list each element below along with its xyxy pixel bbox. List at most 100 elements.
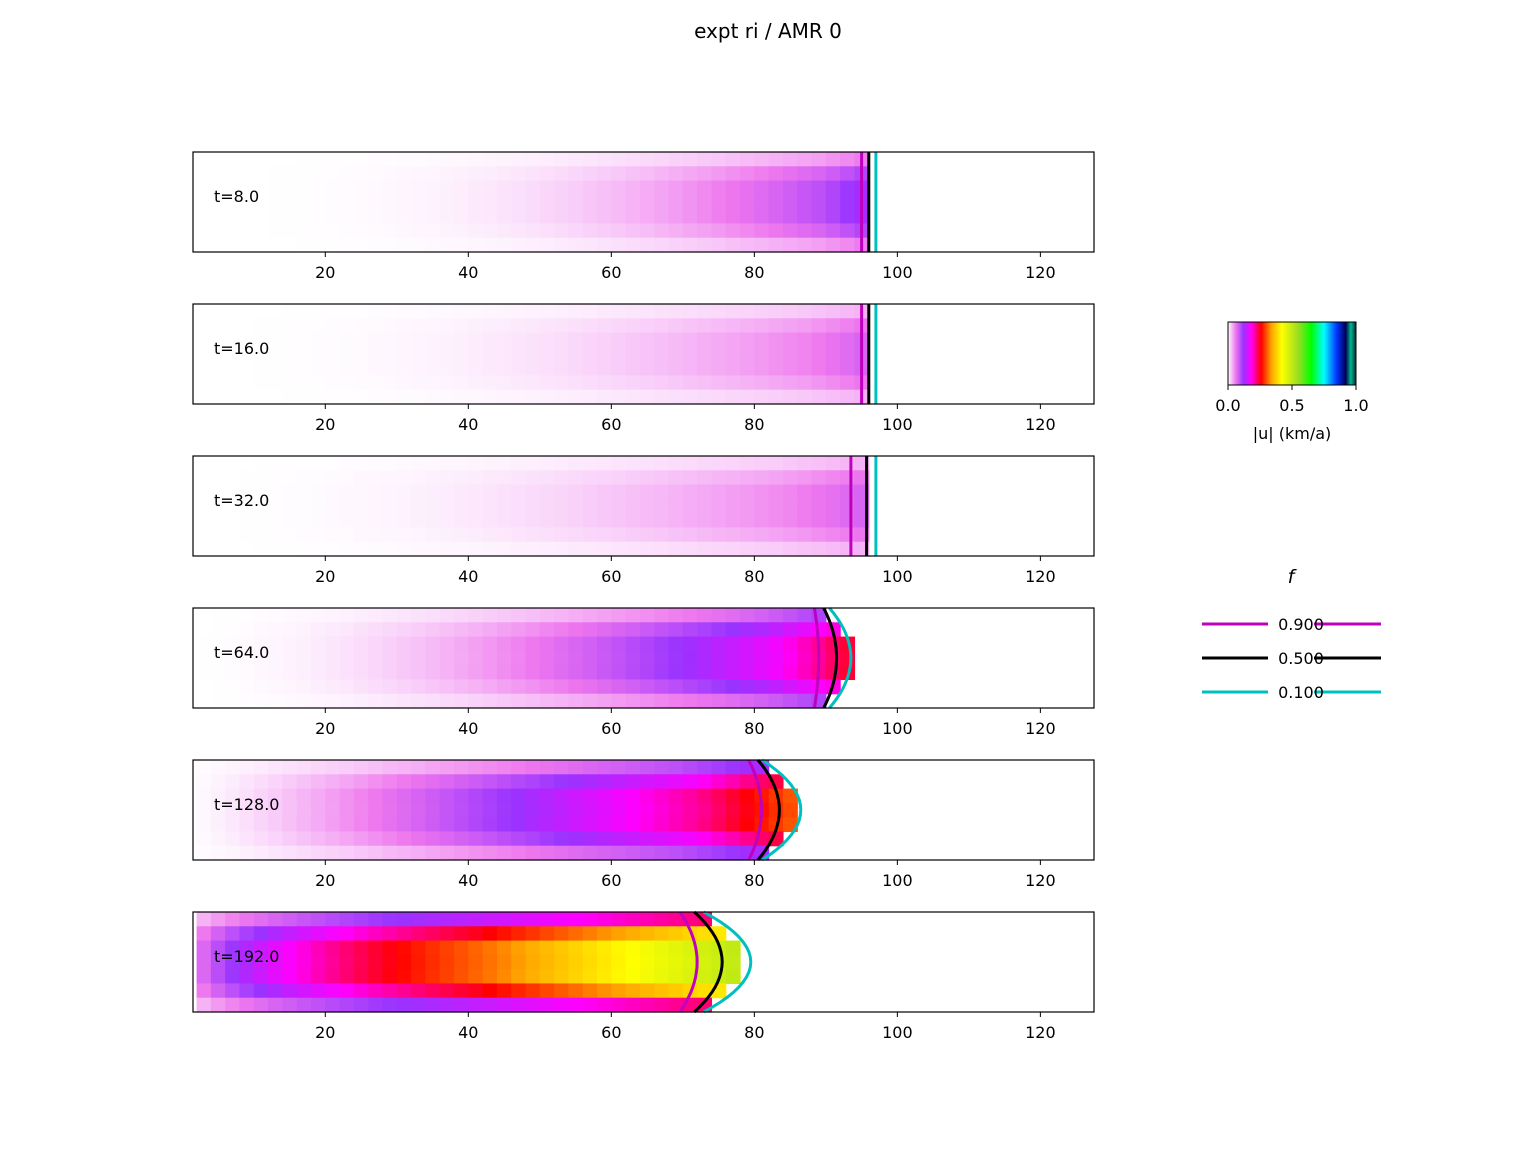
heatmap-cell: [568, 802, 584, 818]
heatmap-cell: [697, 926, 713, 942]
heatmap-cell: [697, 470, 713, 486]
heatmap-cell: [668, 650, 684, 666]
heatmap-cell: [754, 456, 770, 471]
heatmap-cell: [697, 332, 713, 348]
heatmap-cell: [210, 926, 226, 942]
heatmap-cell: [225, 969, 241, 985]
heatmap-cell: [568, 774, 584, 790]
heatmap-cell: [725, 940, 741, 956]
heatmap-cell: [325, 318, 341, 334]
heatmap-cell: [454, 636, 469, 652]
heatmap-cell: [482, 802, 498, 818]
heatmap-cell: [196, 983, 212, 999]
heatmap-cell: [296, 346, 312, 362]
heatmap-cell: [239, 831, 255, 847]
heatmap-cell: [511, 983, 527, 999]
heatmap-cell: [625, 166, 641, 182]
heatmap-cell: [253, 788, 269, 804]
heatmap-cell: [210, 166, 226, 182]
heatmap-cell: [754, 318, 770, 334]
heatmap-cell: [668, 774, 684, 790]
heatmap-cell: [568, 346, 584, 362]
heatmap-cell: [511, 622, 527, 638]
heatmap-cell: [582, 997, 598, 1013]
heatmap-cell: [296, 831, 312, 847]
heatmap-cell: [411, 636, 427, 652]
heatmap-cell: [210, 332, 226, 348]
heatmap-cell: [482, 774, 498, 790]
heatmap-cell: [253, 332, 269, 348]
heatmap-cell: [196, 774, 212, 790]
heatmap-cell: [468, 954, 484, 970]
heatmap-cell: [411, 237, 427, 253]
heatmap-cell: [697, 498, 713, 514]
heatmap-cell: [525, 152, 541, 167]
heatmap-cell: [668, 166, 684, 182]
heatmap-cell: [253, 527, 269, 543]
heatmap-cell: [639, 375, 655, 391]
heatmap-cell: [196, 622, 212, 638]
heatmap-cell: [239, 456, 255, 471]
heatmap-cell: [425, 760, 441, 775]
heatmap-cell: [353, 470, 369, 486]
heatmap-cell: [225, 346, 241, 362]
heatmap-cell: [611, 831, 627, 847]
heatmap-cell: [210, 513, 226, 529]
heatmap-cell: [353, 622, 369, 638]
heatmap-cell: [382, 346, 398, 362]
heatmap-cell: [811, 180, 827, 196]
heatmap-cell: [539, 997, 555, 1013]
heatmap-cell: [396, 636, 412, 652]
heatmap-cell: [225, 912, 241, 927]
heatmap-cell: [339, 152, 355, 167]
heatmap-cell: [682, 760, 698, 775]
heatmap-cell: [725, 194, 741, 210]
heatmap-cell: [496, 166, 512, 182]
heatmap-cell: [725, 541, 741, 557]
heatmap-cell: [310, 940, 326, 956]
heatmap-cell: [740, 513, 755, 529]
heatmap-cell: [468, 318, 484, 334]
heatmap-cell: [282, 180, 298, 196]
heatmap-cell: [711, 513, 727, 529]
heatmap-cell: [368, 332, 384, 348]
heatmap-cell: [225, 223, 241, 239]
heatmap-cell: [625, 375, 641, 391]
heatmap-cell: [525, 831, 541, 847]
heatmap-cell: [654, 498, 670, 514]
heatmap-cell: [768, 332, 784, 348]
heatmap-cell: [411, 223, 427, 239]
heatmap-cell: [740, 375, 755, 391]
heatmap-cell: [711, 845, 727, 861]
heatmap-cell: [282, 912, 298, 927]
heatmap-cell: [425, 237, 441, 253]
heatmap-cell: [768, 223, 784, 239]
heatmap-cell: [568, 180, 584, 196]
heatmap-cell: [353, 969, 369, 985]
heatmap-cell: [353, 997, 369, 1013]
heatmap-cell: [439, 527, 455, 543]
heatmap-cell: [253, 817, 269, 833]
heatmap-cell: [582, 527, 598, 543]
heatmap-cell: [368, 304, 384, 319]
heatmap-cell: [339, 912, 355, 927]
heatmap-cell: [797, 541, 813, 557]
heatmap-cell: [253, 304, 269, 319]
heatmap-cell: [711, 831, 727, 847]
heatmap-cell: [482, 152, 498, 167]
heatmap-cell: [353, 788, 369, 804]
heatmap-cell: [339, 375, 355, 391]
heatmap-cell: [425, 693, 441, 709]
heatmap-cell: [482, 498, 498, 514]
heatmap-cell: [368, 513, 384, 529]
heatmap-cell: [582, 166, 598, 182]
heatmap-cell: [511, 926, 527, 942]
heatmap-cell: [253, 622, 269, 638]
heatmap-cell: [368, 650, 384, 666]
heatmap-cell: [697, 304, 713, 319]
heatmap-cell: [282, 622, 298, 638]
heatmap-cell: [296, 152, 312, 167]
heatmap-cell: [782, 456, 798, 471]
heatmap-cell: [625, 940, 641, 956]
